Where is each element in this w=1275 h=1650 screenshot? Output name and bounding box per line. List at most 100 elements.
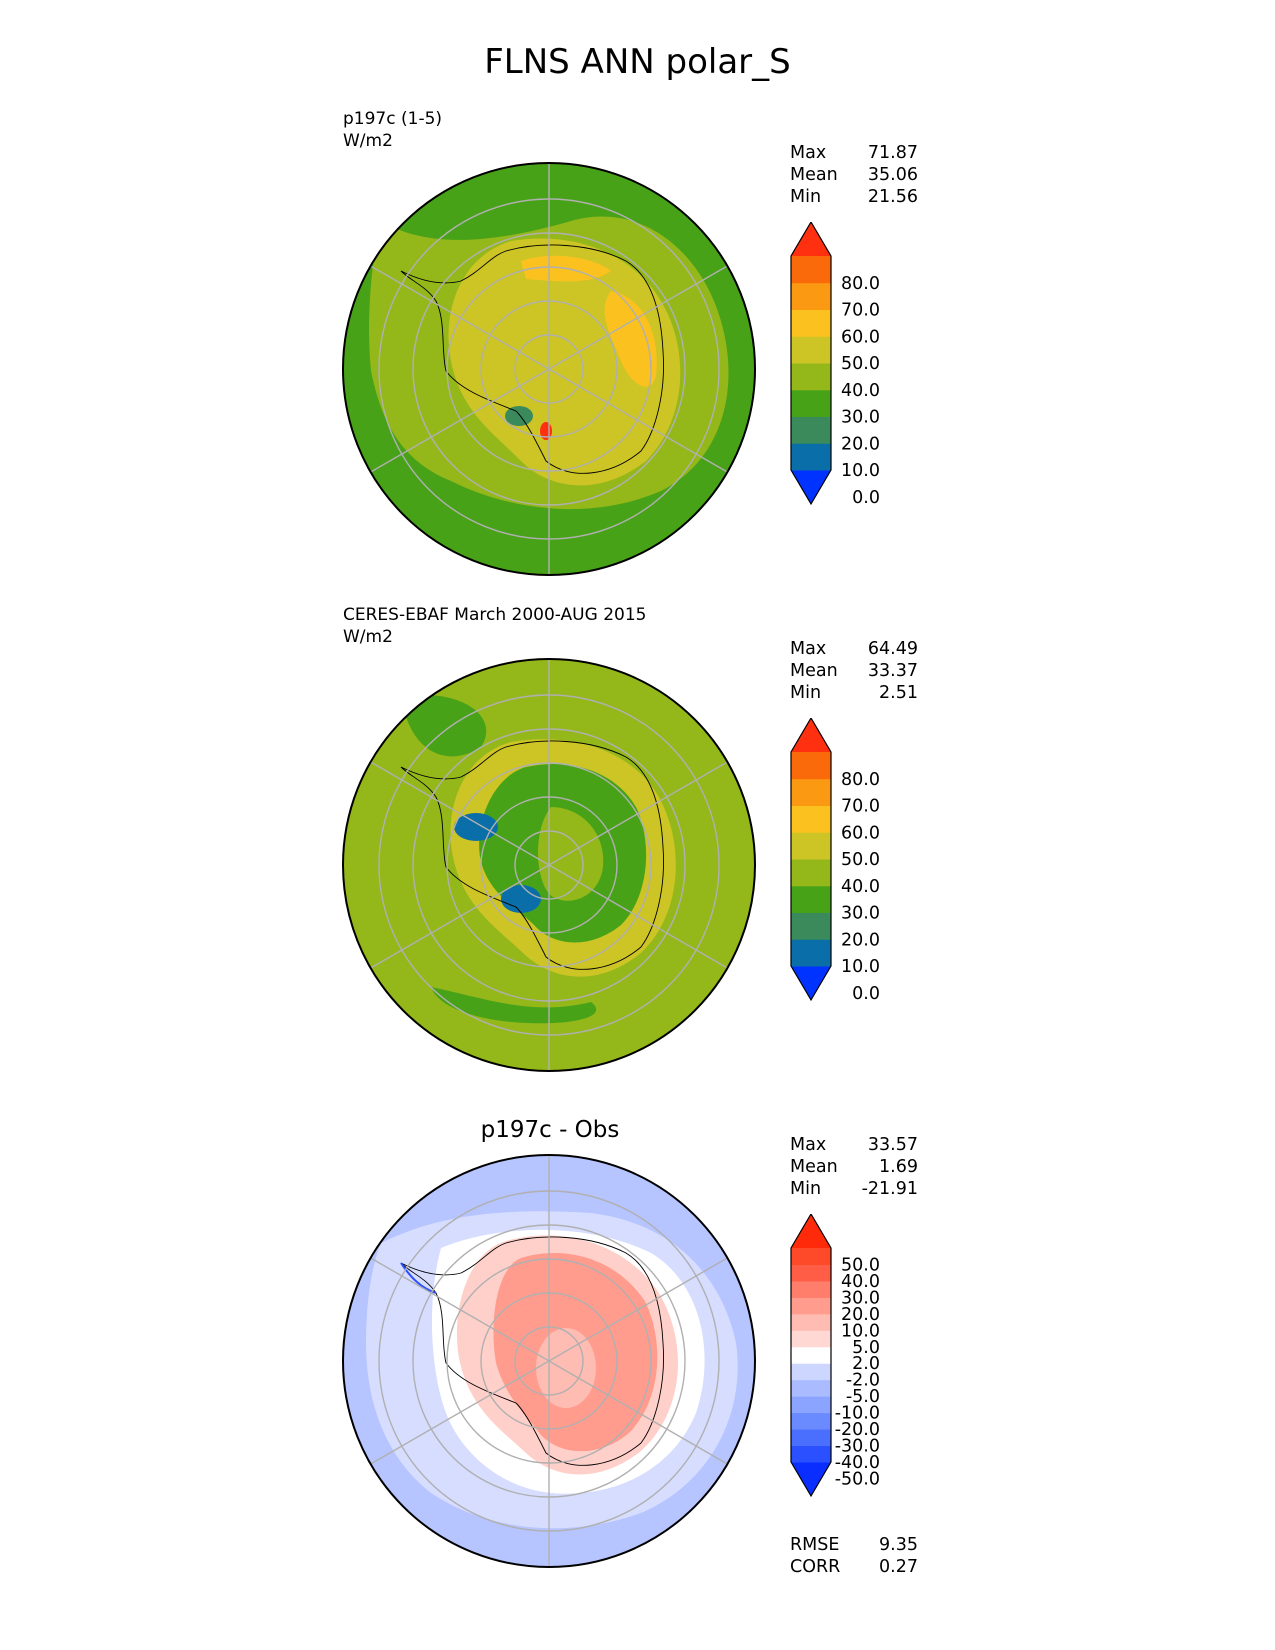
panel3-map-border [342, 1154, 756, 1568]
colorbar-segment [791, 443, 831, 471]
panel2-header: CERES-EBAF March 2000-AUG 2015 W/m2 [343, 604, 646, 648]
colorbar-segment [791, 336, 831, 364]
panel2-stats: Max 64.49 Mean 33.37 Min 2.51 [790, 638, 918, 704]
panel1-polar-map [342, 162, 756, 576]
colorbar-segment [791, 1429, 831, 1447]
colorbar-tick-label: 80.0 [841, 274, 880, 294]
colorbar-tick-label: 2.0 [852, 1354, 880, 1374]
panel3-colorbar: 50.040.030.020.010.05.02.0-2.0-5.0-10.0-… [790, 1214, 880, 1498]
colorbar-tick-label: 40.0 [841, 1272, 880, 1292]
colorbar-tick-label: 20.0 [841, 930, 880, 950]
panel2-subtitle: CERES-EBAF March 2000-AUG 2015 [343, 605, 647, 625]
panel1-header: p197c (1-5) W/m2 [343, 108, 442, 152]
colorbar-tick-label: 20.0 [841, 1305, 880, 1325]
colorbar-segment [791, 1363, 831, 1381]
panel1-max-value: 71.87 [867, 143, 918, 163]
panel2-units: W/m2 [343, 627, 393, 647]
colorbar-segment [791, 832, 831, 860]
panel3-stats: Max 33.57 Mean 1.69 Min -21.91 [790, 1134, 918, 1200]
panel2-green-patch-2 [431, 987, 597, 1024]
colorbar-segment [791, 363, 831, 391]
colorbar-segment [791, 1264, 831, 1282]
panel1-mean-label: Mean [790, 165, 838, 185]
panel3-mean-label: Mean [790, 1157, 838, 1177]
colorbar-segment [791, 309, 831, 337]
panel2-ross-low [501, 885, 541, 913]
panel2-min-label: Min [790, 683, 822, 703]
panel3-title: p197c - Obs [480, 1117, 620, 1143]
panel1-units: W/m2 [343, 131, 393, 151]
colorbar-tick-label: 10.0 [841, 957, 880, 977]
colorbar-segment [791, 1412, 831, 1430]
colorbar-extend-high [791, 222, 831, 256]
colorbar-outline [790, 718, 832, 1002]
colorbar-tick-label: 50.0 [841, 1255, 880, 1275]
colorbar-tick-label: 5.0 [852, 1338, 880, 1358]
panel2-polar-map [342, 658, 756, 1072]
panel3-max-value: 33.57 [867, 1135, 918, 1155]
panel1-mean-value: 35.06 [867, 165, 918, 185]
panel1-max-label: Max [790, 143, 827, 163]
panel1-map-border [342, 162, 756, 576]
colorbar-segment [791, 859, 831, 887]
panel3-min-label: Min [790, 1179, 822, 1199]
panel3-mean-value: 1.69 [879, 1157, 918, 1177]
panel1-min-value: 21.56 [867, 187, 918, 207]
colorbar-segment [791, 1330, 831, 1348]
colorbar-segment [791, 416, 831, 444]
colorbar-tick-label: 60.0 [841, 327, 880, 347]
colorbar-segment [791, 1346, 831, 1364]
colorbar-extend-low [791, 966, 831, 1000]
panel3-metrics: RMSE 9.35 CORR 0.27 [790, 1534, 918, 1578]
panel1-colorbar: 80.0 70.0 60.0 50.0 40.0 30.0 20.0 10.0 0.0 [790, 222, 880, 508]
panel1-min-label: Min [790, 187, 822, 207]
panel3-plateau-weaker [536, 1328, 596, 1408]
colorbar-extend-high [791, 1214, 831, 1248]
panel2-coastline [400, 740, 664, 970]
panel3-polar-map [342, 1154, 756, 1568]
panel3-graticule [368, 1155, 730, 1567]
panel2-mean-label: Mean [790, 661, 838, 681]
colorbar-tick-label: -20.0 [835, 1420, 880, 1440]
colorbar-segment [791, 1248, 831, 1265]
panel3-rmse-value: 9.35 [879, 1535, 918, 1555]
colorbar-outline [790, 1214, 832, 1498]
colorbar-tick-label: 70.0 [841, 301, 880, 321]
colorbar-tick-label: 20.0 [841, 434, 880, 454]
colorbar-tick-label: 60.0 [841, 823, 880, 843]
colorbar-segment [791, 752, 831, 780]
colorbar-tick-label: 30.0 [841, 1288, 880, 1308]
colorbar-segment [791, 885, 831, 913]
colorbar-segment [791, 939, 831, 967]
panel2-plateau [538, 807, 604, 901]
colorbar-tick-label: 50.0 [841, 850, 880, 870]
colorbar-segment [791, 1280, 831, 1298]
colorbar-extend-low [791, 470, 831, 504]
panel2-colorbar: 80.0 70.0 60.0 50.0 40.0 30.0 20.0 10.0 0.0 [790, 718, 880, 1004]
colorbar-segment [791, 1445, 831, 1463]
colorbar-tick-label: -2.0 [846, 1371, 880, 1391]
colorbar-tick-label: 80.0 [841, 770, 880, 790]
colorbar-tick-label: -10.0 [835, 1404, 880, 1424]
panel2-map-border [342, 658, 756, 1072]
colorbar-segment [791, 282, 831, 310]
panel1-stats: Max 71.87 Mean 35.06 Min 21.56 [790, 142, 918, 208]
panel2-mean-value: 33.37 [867, 661, 918, 681]
colorbar-tick-label: 70.0 [841, 797, 880, 817]
panel2-graticule [368, 659, 730, 1071]
colorbar-tick-label: 40.0 [841, 381, 880, 401]
colorbar-tick-label: 30.0 [841, 408, 880, 428]
colorbar-segment [791, 1379, 831, 1397]
colorbar-outline [790, 222, 832, 506]
colorbar-tick-label: -40.0 [835, 1453, 880, 1473]
colorbar-tick-label: 10.0 [841, 461, 880, 481]
panel3-corr-value: 0.27 [879, 1557, 918, 1577]
colorbar-tick-label: 0.0 [852, 984, 880, 1004]
colorbar-segment [791, 389, 831, 417]
panel1-graticule [368, 163, 730, 575]
figure-title: FLNS ANN polar_S [484, 42, 791, 82]
colorbar-segment [791, 1297, 831, 1315]
colorbar-tick-label: 50.0 [841, 354, 880, 374]
colorbar-extend-low [791, 1462, 831, 1496]
panel3-min-value: -21.91 [861, 1179, 918, 1199]
